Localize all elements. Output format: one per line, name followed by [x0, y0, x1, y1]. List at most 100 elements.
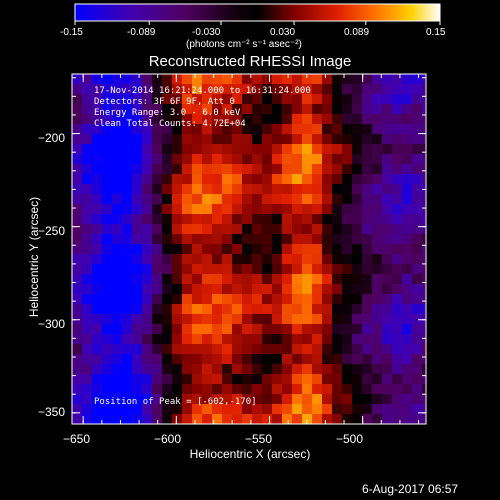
heatmap-cell	[212, 194, 222, 204]
heatmap-cell	[142, 384, 152, 394]
heatmap-cell	[362, 344, 372, 354]
heatmap-cell	[272, 224, 282, 234]
heatmap-cell	[402, 304, 412, 314]
heatmap-cell	[352, 214, 362, 224]
heatmap-cell	[422, 194, 426, 204]
heatmap-cell	[352, 174, 362, 184]
heatmap-cell	[412, 234, 422, 244]
heatmap-cell	[422, 264, 426, 274]
heatmap-cell	[322, 354, 332, 364]
heatmap-cell	[82, 74, 92, 84]
heatmap-cell	[282, 254, 292, 264]
heatmap-cell	[242, 374, 252, 384]
heatmap-cell	[412, 314, 422, 324]
heatmap-cell	[292, 74, 302, 84]
heatmap-cell	[362, 264, 372, 274]
heatmap-cell	[192, 94, 202, 104]
heatmap-cell	[132, 384, 142, 394]
heatmap-cell	[322, 224, 332, 234]
heatmap-cell	[172, 404, 182, 414]
heatmap-cell	[302, 304, 312, 314]
heatmap-cell	[142, 344, 152, 354]
heatmap-cell	[282, 284, 292, 294]
heatmap-cell	[282, 144, 292, 154]
heatmap-cell	[252, 324, 262, 334]
heatmap-cell	[302, 364, 312, 374]
heatmap-cell	[402, 264, 412, 274]
heatmap-cell	[292, 384, 302, 394]
heatmap-cell	[72, 194, 82, 204]
heatmap-cell	[292, 244, 302, 254]
heatmap-cell	[322, 284, 332, 294]
heatmap-cell	[152, 134, 162, 144]
heatmap-cell	[132, 154, 142, 164]
heatmap-cell	[382, 164, 392, 174]
heatmap-cell	[222, 254, 232, 264]
heatmap-cell	[152, 324, 162, 334]
heatmap-cell	[272, 334, 282, 344]
heatmap-cell	[242, 224, 252, 234]
heatmap-cell	[362, 324, 372, 334]
heatmap-cell	[372, 244, 382, 254]
heatmap-cell	[152, 344, 162, 354]
heatmap-cell	[102, 304, 112, 314]
heatmap-cell	[132, 84, 142, 94]
heatmap-cell	[272, 364, 282, 374]
heatmap-cell	[402, 404, 412, 414]
heatmap-cell	[412, 264, 422, 274]
heatmap-cell	[382, 264, 392, 274]
heatmap-cell	[112, 264, 122, 274]
heatmap-cell	[232, 224, 242, 234]
heatmap-cell	[102, 144, 112, 154]
heatmap-cell	[362, 94, 372, 104]
heatmap-cell	[392, 124, 402, 134]
heatmap-cell	[212, 84, 222, 94]
heatmap-cell	[82, 144, 92, 154]
heatmap-cell	[212, 264, 222, 274]
heatmap-cell	[152, 374, 162, 384]
heatmap-cell	[362, 74, 372, 84]
heatmap-cell	[332, 134, 342, 144]
colorbar-tick-label: -0.089	[127, 27, 156, 38]
heatmap-cell	[422, 124, 426, 134]
info-counts: Clean Total Counts: 4.72E+04	[94, 119, 246, 129]
heatmap-cell	[172, 224, 182, 234]
heatmap-cell	[282, 304, 292, 314]
heatmap-cell	[92, 254, 102, 264]
heatmap-cell	[192, 104, 202, 114]
footer-timestamp: 6-Aug-2017 06:57	[362, 482, 459, 496]
heatmap-cell	[192, 224, 202, 234]
heatmap-cell	[202, 284, 212, 294]
heatmap-cell	[352, 154, 362, 164]
heatmap-cell	[142, 264, 152, 274]
heatmap-cell	[402, 394, 412, 404]
heatmap-cell	[202, 164, 212, 174]
heatmap-cell	[232, 204, 242, 214]
heatmap-cell	[412, 164, 422, 174]
heatmap-cell	[322, 164, 332, 174]
heatmap-cell	[352, 194, 362, 204]
heatmap-cell	[372, 224, 382, 234]
heatmap-cell	[102, 94, 112, 104]
heatmap-cell	[202, 354, 212, 364]
heatmap-cell	[362, 414, 372, 424]
heatmap-cell	[202, 214, 212, 224]
heatmap-cell	[142, 274, 152, 284]
heatmap-cell	[92, 274, 102, 284]
heatmap-cell	[382, 94, 392, 104]
heatmap-cell	[342, 114, 352, 124]
heatmap-cell	[392, 74, 402, 84]
heatmap-cell	[302, 114, 312, 124]
heatmap-cell	[312, 394, 322, 404]
heatmap-cell	[392, 264, 402, 274]
axis-ticks	[72, 74, 426, 424]
heatmap-cell	[72, 84, 82, 94]
heatmap-cell	[102, 274, 112, 284]
heatmap-cell	[82, 374, 92, 384]
heatmap-cell	[112, 134, 122, 144]
heatmap-cell	[352, 354, 362, 364]
heatmap-cell	[392, 284, 402, 294]
heatmap-cell	[342, 194, 352, 204]
heatmap-cell	[372, 124, 382, 134]
heatmap-cell	[72, 104, 82, 114]
